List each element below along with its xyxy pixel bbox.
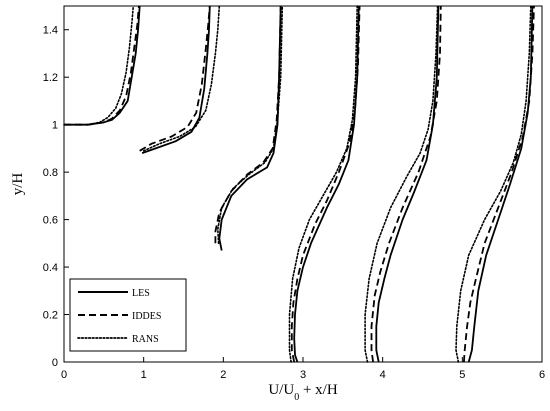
legend-label-rans: RANS bbox=[132, 334, 159, 345]
x-tick-label: 4 bbox=[380, 369, 386, 381]
iddes-profile-6 bbox=[463, 5, 535, 363]
x-tick-label: 5 bbox=[459, 369, 465, 381]
rans-profile-3 bbox=[217, 5, 284, 245]
x-tick-label: 0 bbox=[61, 369, 67, 381]
y-tick-label: 1.4 bbox=[43, 25, 58, 37]
rans-profile-6 bbox=[455, 5, 532, 363]
axes-layer: 0 1 2 3 4 5 6 0 0.2 0.4 0.6 0.8 1 1.2 1.4 U/U0 + x/H y/H bbox=[10, 5, 545, 403]
rans-profile-5 bbox=[364, 5, 439, 363]
les-profile-2 bbox=[141, 5, 211, 154]
iddes-profile-5 bbox=[370, 5, 442, 363]
iddes-profile-1 bbox=[64, 5, 140, 126]
x-tick-label: 2 bbox=[220, 369, 226, 381]
y-tick-label: 0.8 bbox=[43, 167, 58, 179]
rans-profile-2 bbox=[142, 5, 221, 152]
les-profile-5 bbox=[375, 5, 440, 363]
les-profile-6 bbox=[467, 5, 534, 363]
y-tick-label: 1.2 bbox=[43, 72, 58, 84]
y-tick-label: 0.6 bbox=[43, 215, 58, 227]
legend-label-iddes: IDDES bbox=[132, 311, 161, 322]
iddes-profile-4 bbox=[290, 5, 361, 363]
x-tick-label: 6 bbox=[539, 369, 545, 381]
y-tick-label: 0.4 bbox=[43, 262, 58, 274]
legend-label-les: LES bbox=[132, 288, 150, 299]
x-tick-label: 3 bbox=[300, 369, 306, 381]
les-profile-1 bbox=[64, 5, 141, 126]
legend: LES IDDES RANS bbox=[69, 278, 187, 352]
iddes-profile-3 bbox=[214, 5, 282, 244]
rans-profile-1 bbox=[63, 5, 135, 126]
les-profile-3 bbox=[218, 5, 282, 251]
y-tick-label: 0 bbox=[52, 357, 58, 369]
series-layer bbox=[63, 5, 535, 363]
y-tick-label: 0.2 bbox=[43, 310, 58, 322]
rans-profile-4 bbox=[288, 5, 358, 363]
x-tick-label: 1 bbox=[141, 369, 147, 381]
les-profile-4 bbox=[293, 5, 360, 363]
y-tick-label: 1 bbox=[52, 120, 58, 132]
x-axis-title: U/U0 + x/H bbox=[268, 382, 337, 403]
y-axis-title: y/H bbox=[10, 173, 26, 196]
iddes-profile-2 bbox=[139, 5, 211, 152]
